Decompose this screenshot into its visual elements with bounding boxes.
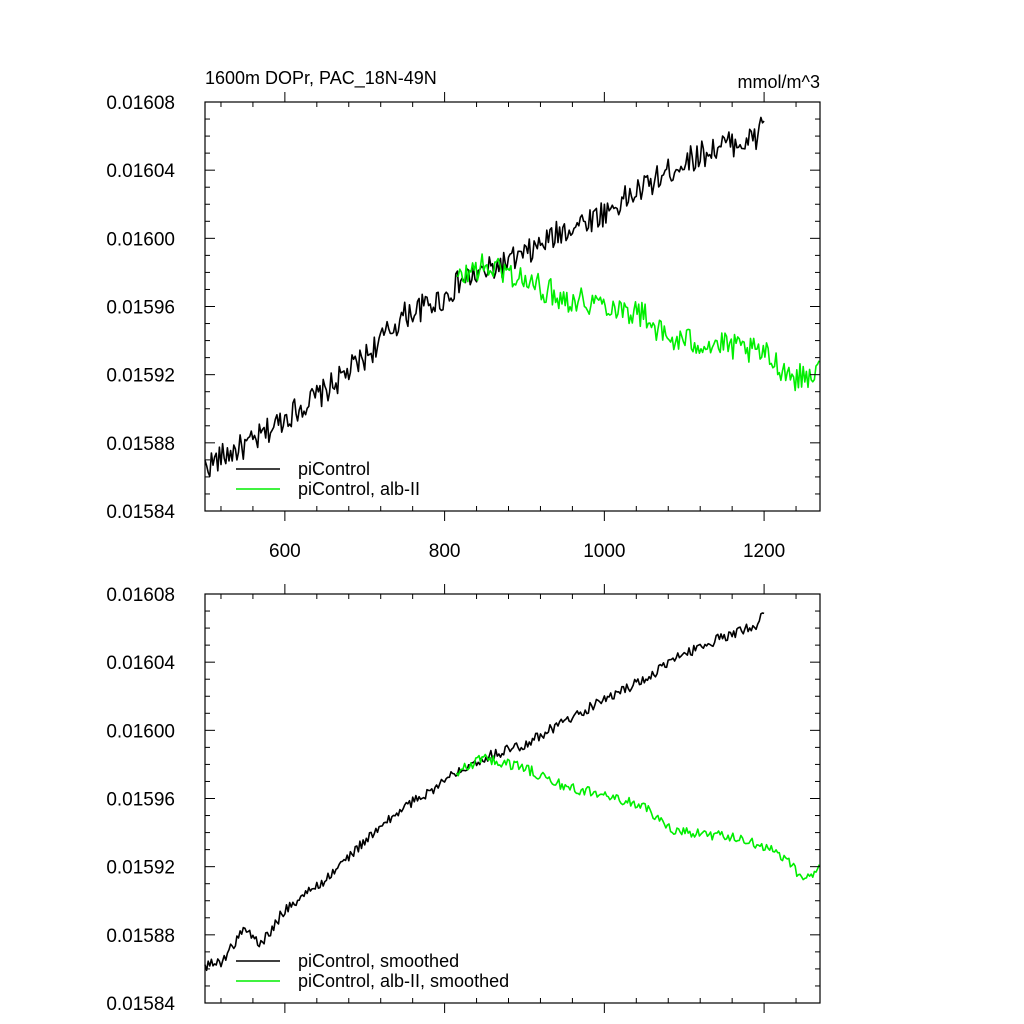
y-tick-label: 0.01592 [106, 366, 175, 387]
bottom-series-lines [204, 612, 820, 972]
series-line [456, 253, 820, 392]
legend-label: piControl [298, 459, 370, 479]
bottom-axis-ticks: 0.01584 0.01588 0.01592 0.01596 0.01600 0.016… [106, 584, 820, 1015]
y-tick-label: 0.01584 [106, 502, 175, 523]
units-label: mmol/m^3 [738, 72, 820, 92]
top-panel: 1600m DOPr, PAC_18N-49N mmol/m^3 piContr… [106, 68, 821, 562]
bottom-plot-frame [204, 593, 821, 1004]
legend-label: piControl, smoothed [298, 951, 459, 971]
top-series-lines [204, 116, 820, 478]
series-line [455, 753, 820, 881]
y-tick-label: 0.01588 [106, 434, 175, 455]
y-tick-label: 0.01596 [106, 298, 175, 319]
chart-title: 1600m DOPr, PAC_18N-49N [205, 68, 437, 89]
x-tick-label: 600 [269, 541, 301, 562]
y-tick-label: 0.01600 [106, 229, 175, 250]
series-line [204, 612, 765, 972]
x-tick-label: 1000 [583, 541, 625, 562]
y-tick-label: 0.01588 [106, 926, 175, 947]
series-line [204, 116, 765, 478]
y-tick-label: 0.01604 [106, 161, 175, 182]
top-plot-frame [204, 101, 821, 512]
y-tick-label: 0.01592 [106, 858, 175, 879]
legend-label: piControl, alb-II [298, 479, 420, 499]
y-tick-label: 0.01584 [106, 994, 175, 1015]
y-tick-label: 0.01604 [106, 653, 175, 674]
y-tick-label: 0.01608 [106, 93, 175, 114]
legend-label: piControl, alb-II, smoothed [298, 971, 509, 991]
y-tick-label: 0.01608 [106, 585, 175, 606]
top-axis-ticks: 0.01584 0.01588 0.01592 0.01596 0.01600 0.016… [106, 92, 820, 562]
y-tick-label: 0.01596 [106, 790, 175, 811]
x-tick-label: 800 [429, 541, 461, 562]
y-tick-label: 0.01600 [106, 721, 175, 742]
x-tick-label: 1200 [743, 541, 785, 562]
